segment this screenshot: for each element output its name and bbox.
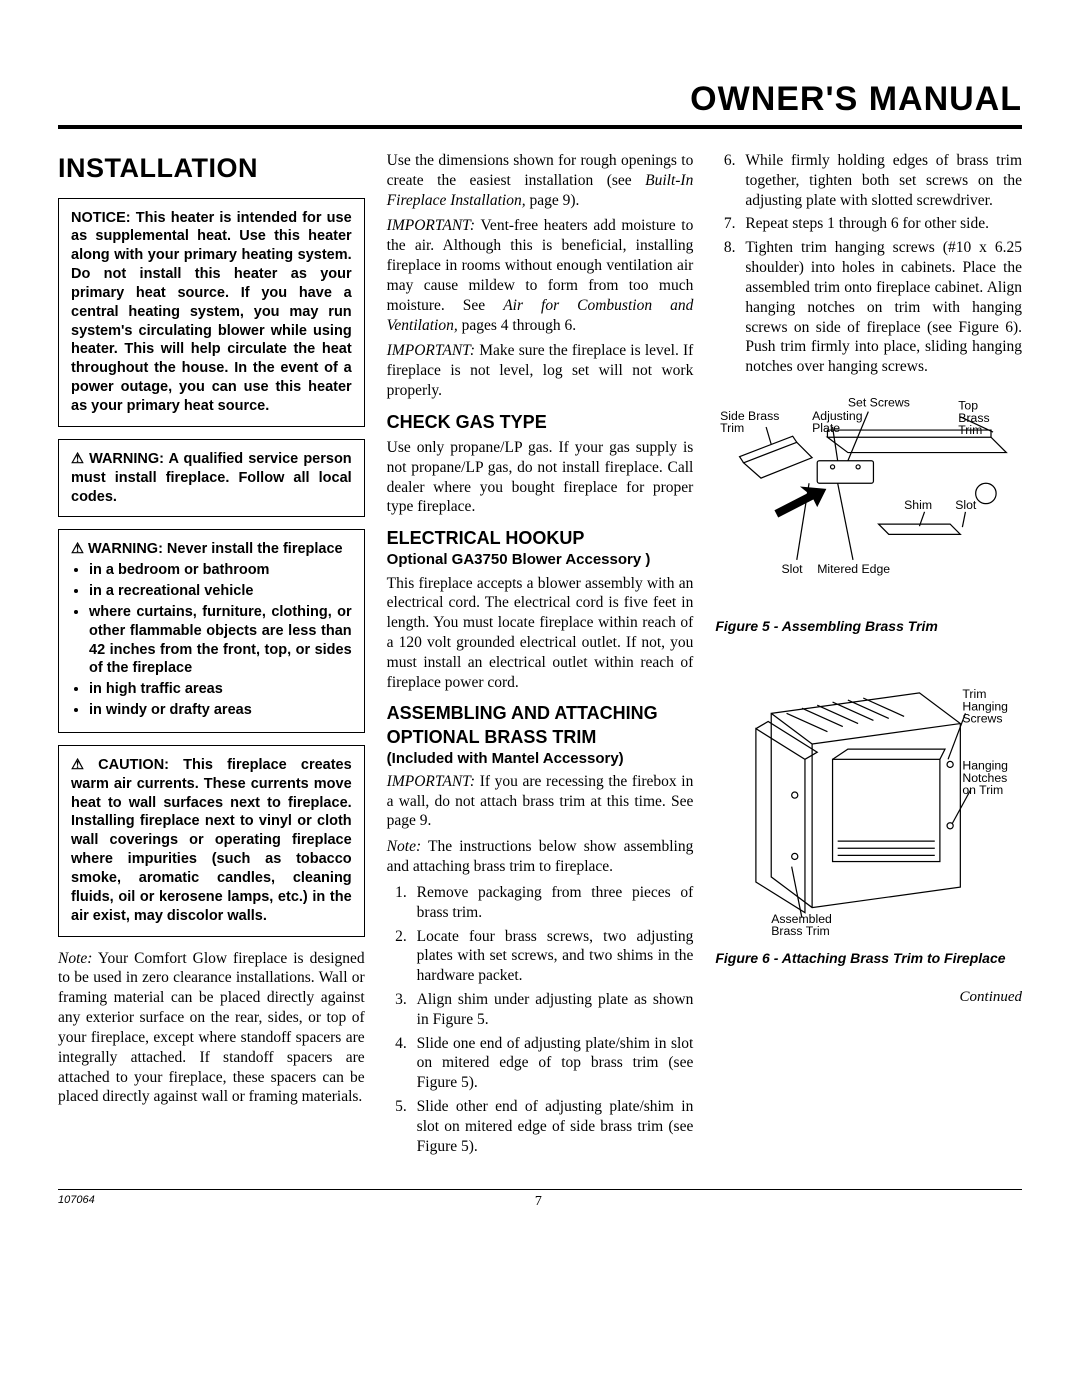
label-assembled-brass-trim: AssembledBrass Trim [772,912,833,938]
page-number: 7 [535,1194,542,1210]
paragraph: IMPORTANT: Vent-free heaters add moistur… [387,216,694,335]
caution-text: CAUTION: This fireplace creates warm air… [71,757,352,924]
manual-title: OWNER'S MANUAL [58,80,1022,119]
continued-label: Continued [715,988,1022,1007]
notice-box: NOTICE: This heater is intended for use … [58,198,365,427]
figure-5-svg: Set Screws TopBrassTrim Side BrassTrim A… [715,381,1022,606]
paragraph: IMPORTANT: Make sure the fireplace is le… [387,341,694,400]
paragraph: Note: The instructions below show assemb… [387,837,694,877]
step-item: Repeat steps 1 through 6 for other side. [739,214,1022,234]
warning-box-1: WARNING: A qualified service person must… [58,439,365,518]
doc-id: 107064 [58,1194,95,1210]
paragraph: IMPORTANT: If you are recessing the fire… [387,772,694,831]
note-label: Note: [58,950,92,967]
label-side-brass-trim: Side BrassTrim [720,409,779,435]
warning-2-intro: WARNING: Never install the fireplace [88,541,343,557]
list-item: in windy or drafty areas [89,701,352,720]
heading-check-gas: CHECK GAS TYPE [387,411,694,434]
label-mitered-edge: Mitered Edge [818,562,891,576]
label-trim-hanging-screws: TrimHangingScrews [963,687,1009,726]
content-columns: INSTALLATION NOTICE: This heater is inte… [58,151,1022,1161]
figure-5-caption: Figure 5 - Assembling Brass Trim [715,618,1022,636]
heading-electrical-sub: Optional GA3750 Blower Accessory ) [387,550,694,569]
important-label: IMPORTANT: [387,217,475,234]
section-title: INSTALLATION [58,151,365,186]
step-item: Slide one end of adjusting plate/shim in… [411,1034,694,1093]
label-slot-2: Slot [782,562,804,576]
step-item: Tighten trim hanging screws (#10 x 6.25 … [739,238,1022,377]
step-item: Align shim under adjusting plate as show… [411,990,694,1030]
heading-electrical: ELECTRICAL HOOKUP [387,527,694,550]
note-label: Note: [387,838,421,855]
note-text: Your Comfort Glow fireplace is designed … [58,950,365,1106]
paragraph: Use only propane/LP gas. If your gas sup… [387,438,694,517]
column-3: While firmly holding edges of brass trim… [715,151,1022,1161]
warning-1-text: WARNING: A qualified service person must… [71,451,352,505]
warning-icon [71,757,98,773]
label-adjusting-plate: AdjustingPlate [812,409,863,435]
list-item: in a bedroom or bathroom [89,561,352,580]
step-item: Slide other end of adjusting plate/shim … [411,1097,694,1156]
label-shim: Shim [904,498,932,512]
label-top-brass-trim: TopBrassTrim [959,399,990,438]
page-footer: 107064 7 [58,1189,1022,1210]
figure-6-caption: Figure 6 - Attaching Brass Trim to Firep… [715,950,1022,968]
step-item: Remove packaging from three pieces of br… [411,883,694,923]
list-item: in a recreational vehicle [89,582,352,601]
label-hanging-notches: HangingNotcheson Trim [963,758,1009,797]
label-set-screws: Set Screws [848,396,910,410]
list-item: in high traffic areas [89,680,352,699]
warning-icon [71,541,88,557]
column-2: Use the dimensions shown for rough openi… [387,151,694,1161]
heading-brass-sub: (Included with Mantel Accessory) [387,749,694,768]
paragraph: Use the dimensions shown for rough openi… [387,151,694,210]
note-paragraph: Note: Your Comfort Glow fireplace is des… [58,949,365,1108]
steps-list: Remove packaging from three pieces of br… [387,883,694,1157]
warning-box-2: WARNING: Never install the fireplace in … [58,529,365,733]
steps-list-continued: While firmly holding edges of brass trim… [715,151,1022,377]
important-label: IMPORTANT: [387,773,475,790]
step-item: While firmly holding edges of brass trim… [739,151,1022,210]
warning-2-list: in a bedroom or bathroom in a recreation… [71,561,352,720]
paragraph: This fireplace accepts a blower assembly… [387,574,694,693]
important-label: IMPORTANT: [387,342,475,359]
column-1: INSTALLATION NOTICE: This heater is inte… [58,151,365,1161]
heading-brass: ASSEMBLING AND ATTACHING OPTIONAL BRASS … [387,702,694,748]
caution-box: CAUTION: This fireplace creates warm air… [58,745,365,937]
label-slot: Slot [956,498,978,512]
list-item: where curtains, furniture, clothing, or … [89,603,352,678]
figure-6-svg: TrimHangingScrews HangingNotcheson Trim … [715,652,1022,938]
warning-icon [71,451,89,467]
step-item: Locate four brass screws, two adjusting … [411,927,694,986]
page-header: OWNER'S MANUAL [58,80,1022,129]
notice-text: NOTICE: This heater is intended for use … [71,210,352,414]
